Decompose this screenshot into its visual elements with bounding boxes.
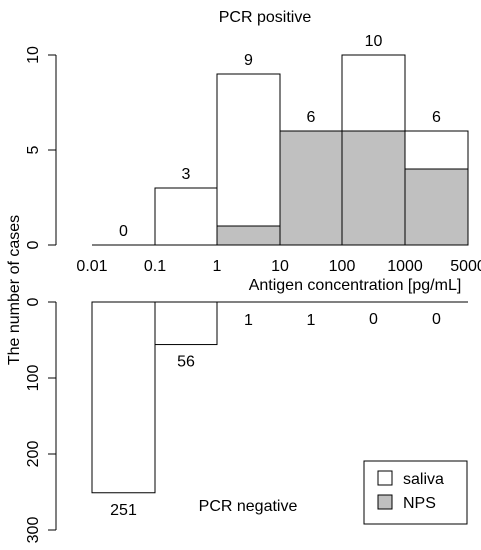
y-tick-label: 5 [25, 145, 42, 154]
x-axis-label: Antigen concentration [pg/mL] [249, 277, 462, 294]
y-tick-label: 10 [25, 46, 42, 64]
x-tick-label: 5000 [450, 258, 481, 275]
data-label: 0 [432, 311, 441, 328]
y-axis-label: The number of cases [6, 215, 23, 365]
pcr-negative-saliva-bars [91, 301, 468, 494]
saliva-bar [91, 301, 156, 494]
y-tick-label: 300 [25, 517, 42, 544]
data-label: 251 [110, 502, 137, 519]
nps-bar [404, 168, 469, 246]
nps-bar [279, 130, 343, 246]
data-label: 3 [182, 166, 191, 183]
y-tick-label: 200 [25, 441, 42, 468]
legend-swatch-saliva [377, 470, 393, 486]
data-label: 6 [432, 109, 441, 126]
data-label: 0 [369, 311, 378, 328]
legend-label-nps: NPS [403, 495, 436, 512]
x-tick-label: 1 [213, 258, 222, 275]
pcr-negative-title: PCR negative [199, 498, 298, 515]
pcr-positive-panel: PCR positive 0 3 9 6 10 6 0 5 10 0.01 0.1 1 10 100 1… [25, 9, 481, 294]
y-tick-label: 0 [25, 297, 42, 306]
pcr-positive-nps-bars [216, 130, 469, 246]
x-tick-label: 0.1 [144, 258, 166, 275]
pcr-positive-title: PCR positive [219, 9, 312, 26]
x-tick-label: 10 [271, 258, 289, 275]
saliva-bar [216, 73, 281, 246]
x-axis-tick-labels: 0.01 0.1 1 10 100 1000 5000 [76, 258, 481, 275]
y-tick-label: 0 [25, 240, 42, 249]
legend-swatch-nps [377, 494, 393, 510]
data-label: 1 [307, 312, 316, 329]
pcr-negative-y-ticks: 0 100 200 300 [25, 297, 56, 543]
nps-bar [341, 130, 406, 246]
pcr-positive-y-ticks: 0 5 10 [25, 46, 56, 249]
data-label: 56 [177, 354, 195, 371]
data-label: 9 [244, 52, 253, 69]
x-tick-label: 1000 [387, 258, 423, 275]
saliva-bar [154, 187, 218, 246]
saliva-bar [154, 301, 218, 346]
data-label: 0 [119, 223, 128, 240]
nps-bar [216, 225, 281, 246]
y-tick-label: 100 [25, 365, 42, 392]
pcr-negative-data-labels: 251 56 1 1 0 0 [110, 311, 441, 519]
data-label: 6 [307, 109, 316, 126]
legend-label-saliva: saliva [403, 471, 444, 488]
data-label: 10 [365, 33, 383, 50]
pcr-positive-data-labels: 0 3 9 6 10 6 [119, 33, 441, 240]
x-tick-label: 100 [329, 258, 356, 275]
data-label: 1 [244, 312, 253, 329]
legend: saliva NPS [363, 460, 468, 525]
x-tick-label: 0.01 [76, 258, 107, 275]
